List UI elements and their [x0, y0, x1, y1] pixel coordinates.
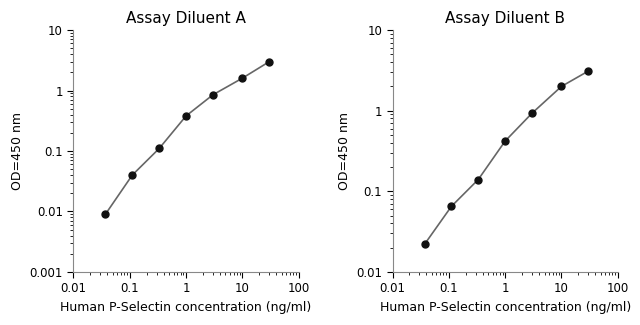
- Y-axis label: OD=450 nm: OD=450 nm: [11, 112, 24, 190]
- X-axis label: Human P-Selectin concentration (ng/ml): Human P-Selectin concentration (ng/ml): [60, 301, 312, 314]
- X-axis label: Human P-Selectin concentration (ng/ml): Human P-Selectin concentration (ng/ml): [380, 301, 631, 314]
- Y-axis label: OD=450 nm: OD=450 nm: [337, 112, 351, 190]
- Title: Assay Diluent B: Assay Diluent B: [445, 11, 565, 26]
- Title: Assay Diluent A: Assay Diluent A: [126, 11, 246, 26]
